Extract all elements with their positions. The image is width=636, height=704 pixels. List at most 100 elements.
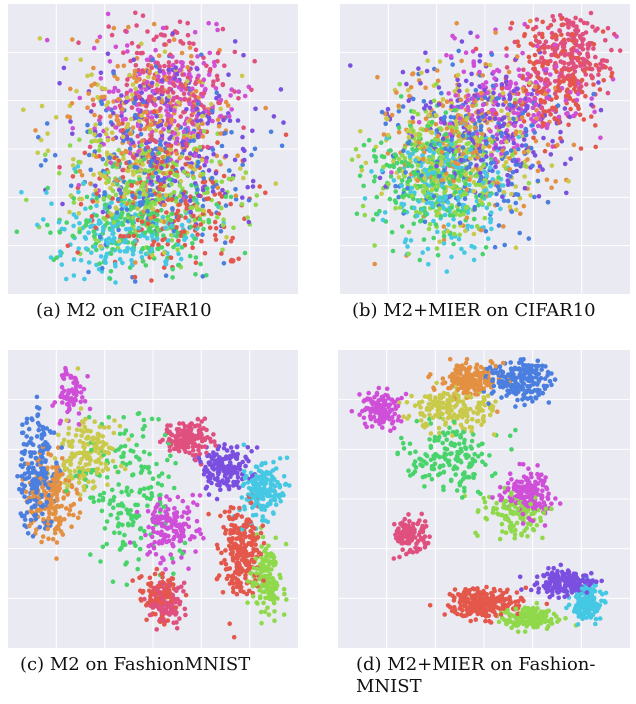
scatter-point [609,70,615,76]
scatter-point [263,105,268,111]
scatter-point [180,551,185,556]
scatter-point [162,250,167,256]
scatter-point [478,157,484,163]
scatter-point [227,581,233,586]
scatter-point [532,66,537,71]
scatter-point [233,196,239,202]
scatter-point [223,130,228,136]
scatter-point [353,146,359,152]
scatter-point [102,190,107,195]
scatter-point [129,488,134,494]
scatter-point [469,71,474,77]
scatter-point [149,211,154,216]
scatter-point [211,151,216,157]
scatter-point [245,445,251,450]
scatter-point [411,221,416,227]
scatter-point [43,158,48,163]
scatter-point [507,96,512,102]
scatter-point [169,576,174,581]
scatter-point [548,112,553,117]
scatter-point [86,219,91,224]
scatter-point [450,174,455,179]
scatter-point [605,90,611,96]
scatter-point [201,208,206,213]
scatter-point [117,547,123,552]
scatter-point [449,104,454,109]
scatter-point [156,242,161,247]
scatter-point [456,48,461,54]
scatter-point [528,18,533,24]
scatter-point [439,177,445,183]
scatter-point [68,183,74,189]
scatter-point [106,179,111,184]
scatter-point [520,76,526,81]
scatter-point [485,90,490,95]
scatter-point [139,97,145,103]
scatter-point [129,257,134,263]
scatter-point [184,156,189,161]
scatter-point [479,135,485,141]
scatter-point [476,109,481,115]
scatter-point [167,497,172,502]
scatter-point [505,178,511,183]
scatter-point [174,234,179,239]
scatter-point [545,77,550,83]
scatter-point [500,183,506,188]
scatter-point [463,181,468,187]
scatter-point [372,174,378,180]
scatter-point [133,112,138,118]
scatter-point [236,256,241,262]
scatter-point [221,117,226,123]
scatter-point [101,196,106,201]
scatter-point [70,174,76,179]
scatter-point [75,250,80,255]
scatter-point [117,530,122,536]
scatter-point [116,147,122,153]
scatter-point [549,52,554,58]
scatter-point [460,151,466,157]
scatter-point [242,157,247,163]
scatter-point [127,460,133,466]
scatter-point [132,274,138,280]
scatter-point [185,75,191,80]
scatter-point [124,582,130,588]
scatter-point [434,246,440,251]
scatter-point [220,187,225,193]
scatter-point [227,118,233,123]
scatter-point [210,185,216,190]
scatter-point [147,172,152,177]
scatter-point [495,67,500,73]
scatter-point [100,544,106,550]
scatter-point [520,111,525,116]
scatter-point [170,266,175,272]
scatter-point [102,86,108,92]
scatter-point [589,66,595,72]
scatter-point [124,181,130,186]
scatter-point [157,193,163,198]
scatter-point [184,141,189,147]
scatter-point [397,205,403,210]
scatter-point [501,224,506,229]
scatter-point [78,258,84,263]
scatter-point [473,87,479,93]
scatter-point [186,524,192,529]
scatter-point [469,224,475,230]
scatter-point [494,202,500,207]
scatter-point [392,152,398,157]
scatter-point [123,186,128,192]
scatter-point [348,63,353,68]
scatter-point [591,46,596,51]
scatter-point [437,142,443,147]
scatter-point [596,72,601,77]
scatter-point [426,112,431,118]
scatter-point [56,504,62,509]
scatter-point [71,234,76,240]
scatter-point [534,108,539,113]
scatter-point [448,114,454,120]
scatter-point [83,236,89,241]
scatter-point [260,589,265,595]
scatter-point [117,423,123,429]
scatter-point [463,50,469,55]
scatter-point [100,228,106,233]
scatter-point [474,173,479,179]
